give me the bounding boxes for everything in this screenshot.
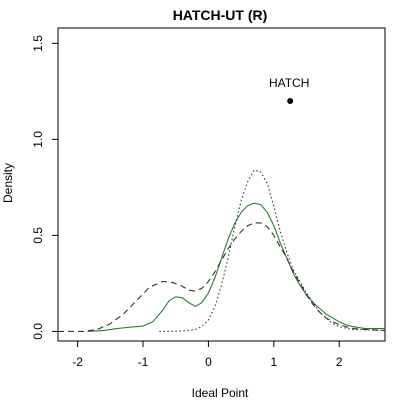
y-tick-label: 0.5 — [31, 227, 45, 244]
y-axis-label: Density — [1, 163, 15, 203]
x-tick-label: 2 — [336, 355, 343, 369]
annotation-point — [287, 97, 294, 104]
x-axis-label: Ideal Point — [192, 386, 249, 400]
x-tick-label: -1 — [138, 355, 149, 369]
series-line-dashed — [58, 222, 385, 332]
plot-frame — [57, 27, 386, 342]
series-line-dotted — [159, 169, 385, 332]
y-tick-label: 1.5 — [31, 35, 45, 52]
x-tick-label: 0 — [205, 355, 212, 369]
y-tick-label: 0.0 — [31, 323, 45, 340]
annotation-label: HATCH — [269, 76, 309, 90]
x-tick-label: 1 — [270, 355, 277, 369]
series-line-solid — [87, 202, 385, 332]
chart-title: HATCH-UT (R) — [173, 7, 268, 23]
plot-layer: -2 -1 0 1 2 0.0 0.5 1.0 1.5 HATCH — [31, 27, 386, 369]
x-tick-label: -2 — [72, 355, 83, 369]
y-tick-label: 1.0 — [31, 131, 45, 148]
